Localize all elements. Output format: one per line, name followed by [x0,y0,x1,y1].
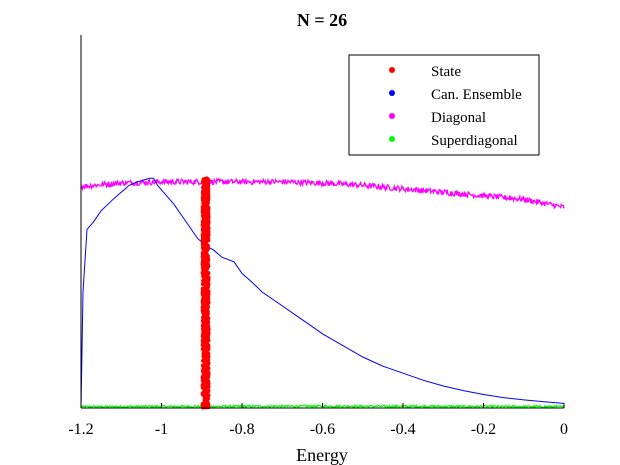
state-point [201,346,206,351]
state-point [204,302,209,307]
state-point [201,369,206,374]
state-point [206,211,211,216]
legend-marker-state [389,67,395,73]
legend-label-state: State [431,64,461,80]
x-tick-label: -1 [155,421,168,438]
state-point [204,388,209,393]
state-point [202,196,207,201]
state-point [203,384,208,389]
x-tick-label: 0 [560,421,568,438]
state-point [205,289,210,293]
series-line-can-ensemble [80,177,565,409]
state-point [205,284,210,289]
state-point [201,317,206,322]
state-point [202,216,207,220]
state-point [201,269,206,274]
state-point [205,256,210,260]
legend-label-diagonal: Diagonal [431,110,486,126]
state-point [201,186,206,190]
state-point [202,231,207,236]
state-point [202,372,207,377]
state-point [202,332,207,337]
state-point [202,241,207,246]
legend-marker-superdiagonal [389,136,395,142]
x-tick-label: -0.2 [471,421,496,438]
state-point [204,379,209,384]
state-point [201,326,206,331]
legend-label-superdiagonal: Superdiagonal [431,133,518,149]
state-point [206,338,211,343]
legend: State Can. Ensemble Diagonal Superdiagon… [348,54,540,156]
state-point [200,254,205,259]
x-tick-label: -0.8 [229,421,254,438]
x-axis-label: Energy [296,445,348,465]
state-point [200,286,205,291]
series-line-diagonal [80,177,565,210]
state-point [203,219,208,224]
state-point [201,274,206,279]
state-point [201,289,206,294]
legend-label-can-ensemble: Can. Ensemble [431,87,522,103]
x-tick-label: -1.2 [68,421,93,438]
state-point [200,402,205,407]
series-points-state [200,176,211,410]
state-point [206,297,210,302]
state-point [205,328,210,333]
state-point [206,392,210,397]
state-point [201,363,206,368]
state-point [205,342,209,347]
state-point [201,341,206,346]
state-point [206,235,210,240]
state-point [205,177,210,182]
state-point [202,200,207,205]
state-point [201,365,206,370]
state-point [201,280,206,285]
x-tick-label: -0.4 [390,421,415,438]
state-point [204,208,209,212]
state-point [202,397,207,402]
state-point [200,210,205,215]
series-layer [80,176,565,410]
state-point [202,358,207,363]
state-point [204,183,209,188]
state-point [205,265,210,270]
state-point [206,361,211,366]
state-point [202,225,206,230]
x-ticks: -1.2 -1 -0.8 -0.6 -0.4 -0.2 0 [68,403,568,438]
chart-title: N = 26 [297,10,347,30]
state-point [206,196,211,201]
state-point [201,391,206,396]
state-point [206,278,211,283]
state-point [202,179,207,184]
state-point [204,272,209,277]
state-point [203,259,208,264]
state-point [206,347,211,352]
state-point [201,303,206,308]
state-point [204,204,209,209]
state-point [202,294,207,299]
legend-marker-diagonal [389,113,395,119]
state-point [204,354,209,359]
x-tick-label: -0.6 [310,421,335,438]
legend-marker-can-ensemble [389,90,395,96]
legend-box [348,54,540,156]
state-point [200,191,205,195]
